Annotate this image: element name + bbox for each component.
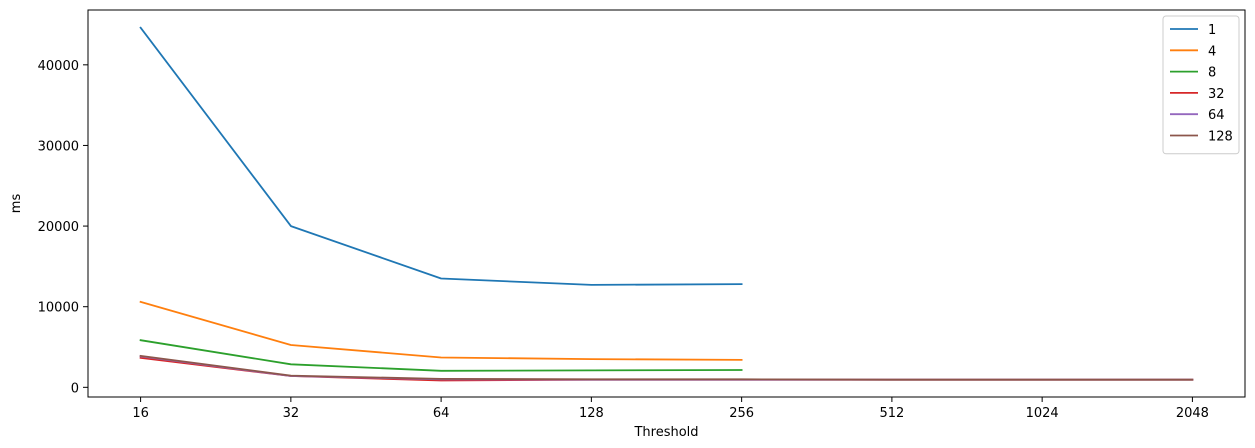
- legend: 1 4 8 32 64 128: [1162, 15, 1240, 155]
- x-tick-label: 32: [283, 406, 300, 421]
- x-tick-label: 512: [879, 406, 904, 421]
- y-tick-label: 40000: [38, 59, 79, 74]
- legend-label: 4: [1208, 44, 1216, 59]
- x-tick-label: 1024: [1026, 406, 1059, 421]
- y-tick-label: 10000: [38, 301, 79, 316]
- plot-frame: [87, 9, 1246, 398]
- y-tick-label: 0: [71, 381, 79, 396]
- legend-label: 1: [1208, 23, 1216, 38]
- legend-label: 128: [1208, 130, 1233, 145]
- legend-label: 64: [1208, 108, 1225, 123]
- x-tick-label: 128: [579, 406, 604, 421]
- x-axis-label: Threshold: [633, 425, 698, 440]
- series-line-1: [139, 26, 743, 286]
- series-line-4: [139, 300, 743, 361]
- y-axis: 0 10000 20000 30000 40000: [38, 59, 88, 396]
- x-tick-label: 256: [729, 406, 754, 421]
- x-tick-label: 16: [132, 406, 149, 421]
- legend-label: 8: [1208, 66, 1216, 81]
- y-tick-label: 20000: [38, 220, 79, 235]
- series-line-8: [139, 339, 743, 372]
- x-tick-label: 2048: [1176, 406, 1209, 421]
- series-line-128: [139, 354, 1194, 381]
- series-layer: [139, 26, 1194, 382]
- y-axis-label: ms: [9, 194, 24, 214]
- y-tick-label: 30000: [38, 139, 79, 154]
- x-tick-label: 64: [433, 406, 450, 421]
- legend-label: 32: [1208, 87, 1225, 102]
- x-axis: 16 32 64 128 256 512 1024 2048: [132, 397, 1209, 421]
